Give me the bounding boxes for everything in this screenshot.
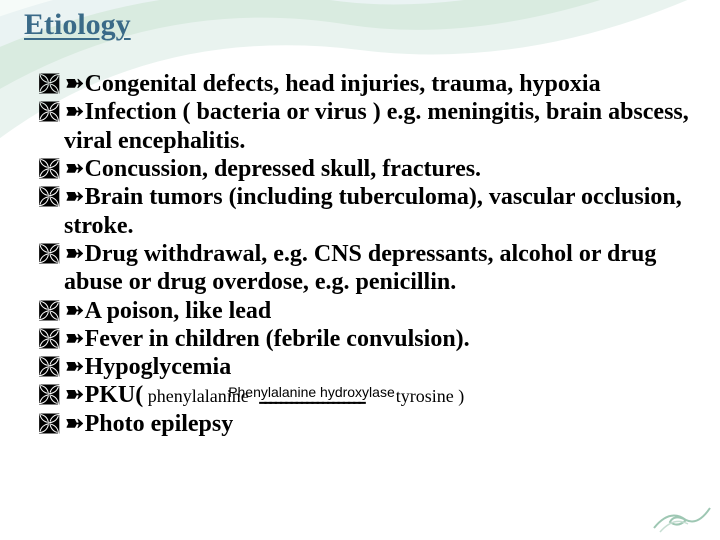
- bullet-icon: ➽: [64, 156, 84, 182]
- bullet-icon: ➽: [64, 411, 84, 437]
- list-item: ➽Fever in children (febrile convulsion).: [38, 325, 696, 353]
- bullet-text: Congenital defects, head injuries, traum…: [85, 71, 601, 97]
- bullet-icon: ➽: [64, 298, 84, 324]
- list-item: ➽Photo epilepsy: [38, 410, 696, 438]
- bullet-text: Photo epilepsy: [85, 411, 234, 437]
- bullet-icon: ➽: [64, 99, 84, 125]
- slide-content: Etiology ➽Congenital defects, head injur…: [0, 0, 720, 438]
- bullet-text: Fever in children (febrile convulsion).: [85, 326, 470, 352]
- bullet-text: Infection ( bacteria or virus ) e.g. men…: [64, 99, 689, 153]
- bullet-icon: ➽: [64, 382, 84, 408]
- bullet-icon: ➽: [64, 71, 84, 97]
- slide-title: Etiology: [24, 8, 696, 42]
- list-item: ➽Concussion, depressed skull, fractures.: [38, 155, 696, 183]
- list-item: ➽Hypoglycemia: [38, 353, 696, 381]
- bullet-icon: ➽: [64, 241, 84, 267]
- bullet-text: Hypoglycemia: [85, 354, 232, 380]
- list-item-pku: ➽PKU( phenylalanine Phenylalanine hydrox…: [38, 381, 696, 409]
- list-item: ➽A poison, like lead: [38, 297, 696, 325]
- list-item: ➽Infection ( bacteria or virus ) e.g. me…: [38, 98, 696, 155]
- bullet-text: Brain tumors (including tuberculoma), va…: [64, 184, 682, 238]
- bullet-icon: ➽: [64, 184, 84, 210]
- list-item: ➽Congenital defects, head injuries, trau…: [38, 70, 696, 98]
- bullet-text: A poison, like lead: [85, 298, 272, 324]
- pku-prefix: PKU(: [85, 382, 144, 408]
- list-item: ➽Drug withdrawal, e.g. CNS depressants, …: [38, 240, 696, 297]
- bullet-list: ➽Congenital defects, head injuries, trau…: [24, 70, 696, 438]
- bullet-text: Concussion, depressed skull, fractures.: [85, 156, 482, 182]
- corner-flourish-icon: [652, 498, 712, 534]
- pku-product: tyrosine ): [396, 386, 464, 406]
- bullet-icon: ➽: [64, 326, 84, 352]
- pku-reaction: Phenylalanine hydroxylase━━━━━━━━━━━━━━━…: [254, 385, 395, 409]
- bullet-icon: ➽: [64, 354, 84, 380]
- list-item: ➽Brain tumors (including tuberculoma), v…: [38, 183, 696, 240]
- bullet-text: Drug withdrawal, e.g. CNS depressants, a…: [64, 241, 656, 295]
